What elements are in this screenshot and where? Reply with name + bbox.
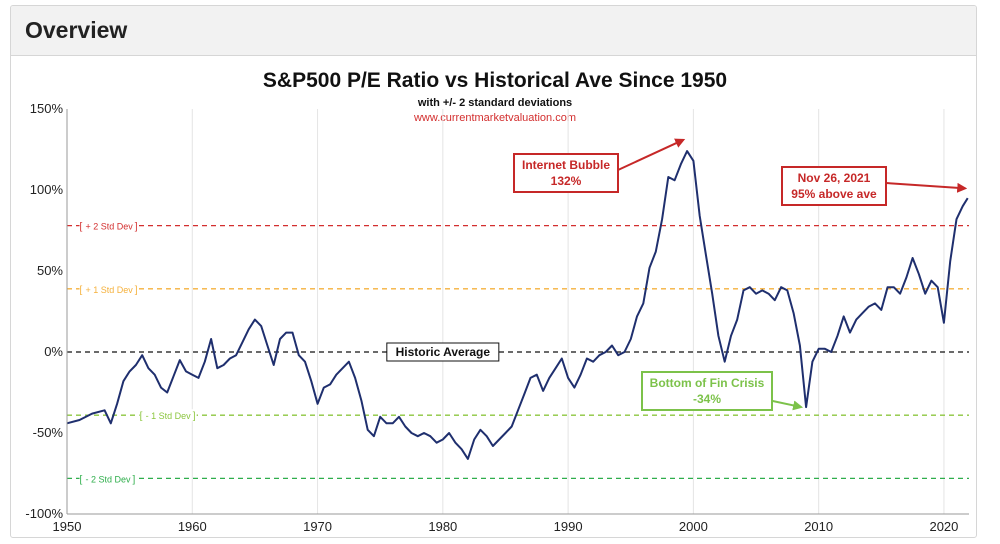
x-tick-label: 1970	[303, 519, 332, 534]
reference-label-group: + 1 Std Dev[]	[79, 282, 139, 296]
pe-ratio-line	[66, 150, 969, 460]
reference-label: + 2 Std Dev	[86, 222, 134, 232]
bracket-left: [	[80, 222, 83, 233]
bracket-left: [	[140, 411, 143, 422]
reference-label-box	[386, 342, 500, 362]
annotation-arrow	[767, 399, 804, 411]
bracket-left: [	[80, 474, 83, 485]
chart-subtitle: with +/- 2 standard deviations	[417, 97, 572, 109]
chart-source: www.currentmarketvaluation.com	[413, 112, 576, 124]
reference-label-bg	[139, 409, 197, 422]
x-tick-label: 2020	[929, 519, 958, 534]
y-tick-label: 0%	[44, 344, 63, 359]
annotation-title: Internet Bubble	[522, 158, 610, 172]
panel-title: Overview	[25, 17, 128, 43]
annotations: Internet Bubble 132% Nov 26, 2021 95% above…	[513, 138, 968, 411]
y-tick-label: 100%	[30, 182, 64, 197]
x-tick-label: 1960	[178, 519, 207, 534]
reference-label: + 1 Std Dev	[86, 285, 134, 295]
x-tick-label: 2000	[679, 519, 708, 534]
annotation-box	[513, 153, 619, 193]
bracket-right: ]	[133, 474, 136, 485]
chart-container: S&P500 P/E Ratio vs Historical Ave Since…	[11, 56, 976, 537]
y-tick-label: -100%	[25, 506, 63, 521]
reference-label: Historic Average	[396, 345, 491, 359]
reference-label: - 2 Std Dev	[86, 474, 132, 484]
reference-label-group: - 1 Std Dev[]	[139, 409, 197, 422]
reference-label-group: + 2 Std Dev[]	[79, 219, 139, 233]
bracket-right: ]	[193, 411, 196, 422]
bracket-right: ]	[135, 222, 138, 233]
reference-label-bg	[79, 282, 139, 295]
annotation-value: -34%	[693, 392, 721, 406]
x-tick-label: 1990	[554, 519, 583, 534]
x-tick-label: 1950	[53, 519, 82, 534]
annotation-box	[641, 371, 773, 411]
y-tick-label: 150%	[30, 101, 64, 116]
annotation-title: Bottom of Fin Crisis	[650, 376, 765, 390]
pe-ratio-chart: S&P500 P/E Ratio vs Historical Ave Since…	[25, 69, 969, 534]
reference-label: - 1 Std Dev	[146, 411, 192, 421]
x-tick-label: 2010	[804, 519, 833, 534]
y-tick-label: 50%	[37, 263, 63, 278]
axes: 1950 1960 1970 1980 1990 2000 2010 2020 150% 100%…	[25, 101, 969, 534]
chart-title: S&P500 P/E Ratio vs Historical Ave Since…	[263, 69, 727, 92]
reference-label-bg	[79, 219, 139, 232]
reference-label-bg	[79, 472, 137, 485]
overview-panel: Overview S&P500 P/E Ratio vs Historical …	[10, 5, 977, 538]
annotation-arrow	[617, 138, 686, 171]
annotation-box	[781, 166, 887, 206]
x-tick-label: 1980	[428, 519, 457, 534]
annotation-arrow	[885, 182, 968, 193]
annotation-title: Nov 26, 2021	[798, 171, 871, 185]
bracket-left: [	[80, 285, 83, 296]
annotation-value: 132%	[551, 174, 582, 188]
bracket-right: ]	[135, 285, 138, 296]
reference-label-group: - 2 Std Dev[]	[79, 472, 137, 485]
reference-lines: + 2 Std Dev[]+ 1 Std Dev[]Historic Avera…	[67, 219, 969, 485]
panel-header: Overview	[11, 6, 976, 56]
series-layer	[66, 150, 969, 460]
y-tick-label: -50%	[33, 425, 64, 440]
annotation-value: 95% above ave	[791, 187, 877, 201]
